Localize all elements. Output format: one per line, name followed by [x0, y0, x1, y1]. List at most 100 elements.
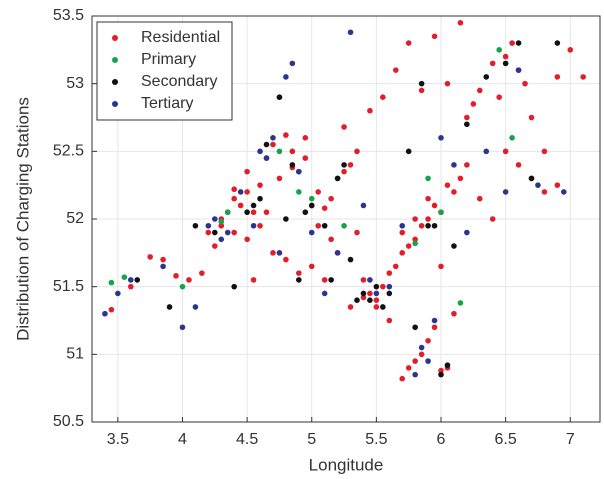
- y-tick-label: 50.5: [53, 413, 84, 430]
- point: [270, 135, 276, 141]
- point: [308, 229, 315, 236]
- point: [464, 114, 470, 121]
- point: [431, 324, 438, 331]
- point: [179, 283, 186, 290]
- point: [425, 338, 431, 344]
- point: [218, 222, 225, 229]
- point: [541, 189, 548, 195]
- point: [464, 229, 470, 236]
- point: [192, 222, 199, 229]
- point: [341, 168, 347, 175]
- point: [405, 148, 412, 155]
- point: [522, 80, 528, 87]
- point: [483, 148, 490, 155]
- point: [360, 294, 367, 301]
- point: [431, 202, 438, 209]
- legend-marker: [112, 35, 118, 41]
- point: [347, 29, 354, 36]
- x-tick-label: 5: [307, 431, 316, 448]
- point: [166, 304, 173, 310]
- legend-marker: [112, 57, 118, 63]
- point: [289, 60, 296, 67]
- point: [218, 236, 225, 243]
- point: [392, 67, 399, 73]
- point: [354, 229, 360, 236]
- point: [231, 283, 237, 290]
- point: [451, 162, 457, 168]
- point: [224, 209, 231, 216]
- point: [386, 317, 393, 324]
- point: [250, 222, 257, 229]
- point: [127, 283, 134, 290]
- point: [257, 195, 263, 202]
- point: [147, 254, 153, 260]
- point: [108, 279, 115, 286]
- point: [457, 175, 464, 182]
- point: [237, 189, 244, 195]
- point: [386, 270, 393, 276]
- point: [192, 304, 199, 310]
- x-tick-label: 4.5: [236, 431, 258, 448]
- point: [263, 209, 270, 216]
- x-tick-label: 7: [566, 431, 575, 448]
- point: [509, 135, 515, 141]
- point: [412, 324, 418, 331]
- point: [296, 168, 302, 175]
- point: [283, 216, 289, 222]
- point: [489, 60, 496, 67]
- point: [283, 74, 289, 80]
- point: [399, 222, 406, 229]
- legend-marker: [112, 101, 118, 107]
- point: [321, 222, 328, 229]
- point: [199, 270, 205, 276]
- point: [502, 53, 509, 60]
- point: [211, 216, 218, 222]
- point: [354, 297, 360, 304]
- y-tick-label: 51: [66, 346, 84, 363]
- point: [360, 290, 367, 297]
- point: [244, 209, 250, 216]
- legend-label: Tertiary: [141, 95, 193, 112]
- point: [186, 277, 192, 283]
- point: [425, 222, 431, 229]
- point: [289, 162, 296, 168]
- point: [457, 300, 464, 306]
- point: [244, 236, 250, 243]
- point: [224, 229, 231, 236]
- point: [509, 40, 515, 46]
- point: [321, 205, 328, 211]
- legend-marker: [112, 79, 118, 85]
- point: [438, 263, 444, 270]
- point: [412, 358, 418, 364]
- point: [457, 19, 464, 26]
- point: [211, 229, 218, 236]
- point: [115, 290, 121, 297]
- point: [237, 202, 244, 209]
- point: [399, 250, 406, 256]
- point: [231, 229, 237, 236]
- point: [386, 283, 393, 290]
- point: [296, 189, 302, 195]
- plot-frame: [91, 15, 601, 423]
- y-axis-label: Distribution of Charging Stations: [13, 97, 32, 341]
- point: [373, 304, 380, 310]
- point: [328, 236, 334, 243]
- point: [347, 304, 354, 310]
- point: [270, 141, 276, 148]
- point: [431, 33, 438, 40]
- point: [283, 256, 289, 263]
- point: [386, 290, 393, 297]
- point: [121, 274, 128, 280]
- point: [360, 277, 367, 283]
- point: [127, 277, 134, 283]
- point: [302, 209, 309, 216]
- point: [373, 290, 380, 297]
- point: [412, 236, 418, 243]
- point: [341, 124, 347, 130]
- point: [567, 47, 574, 53]
- point: [302, 155, 309, 161]
- point: [515, 40, 522, 46]
- point: [476, 195, 483, 202]
- point: [308, 195, 315, 202]
